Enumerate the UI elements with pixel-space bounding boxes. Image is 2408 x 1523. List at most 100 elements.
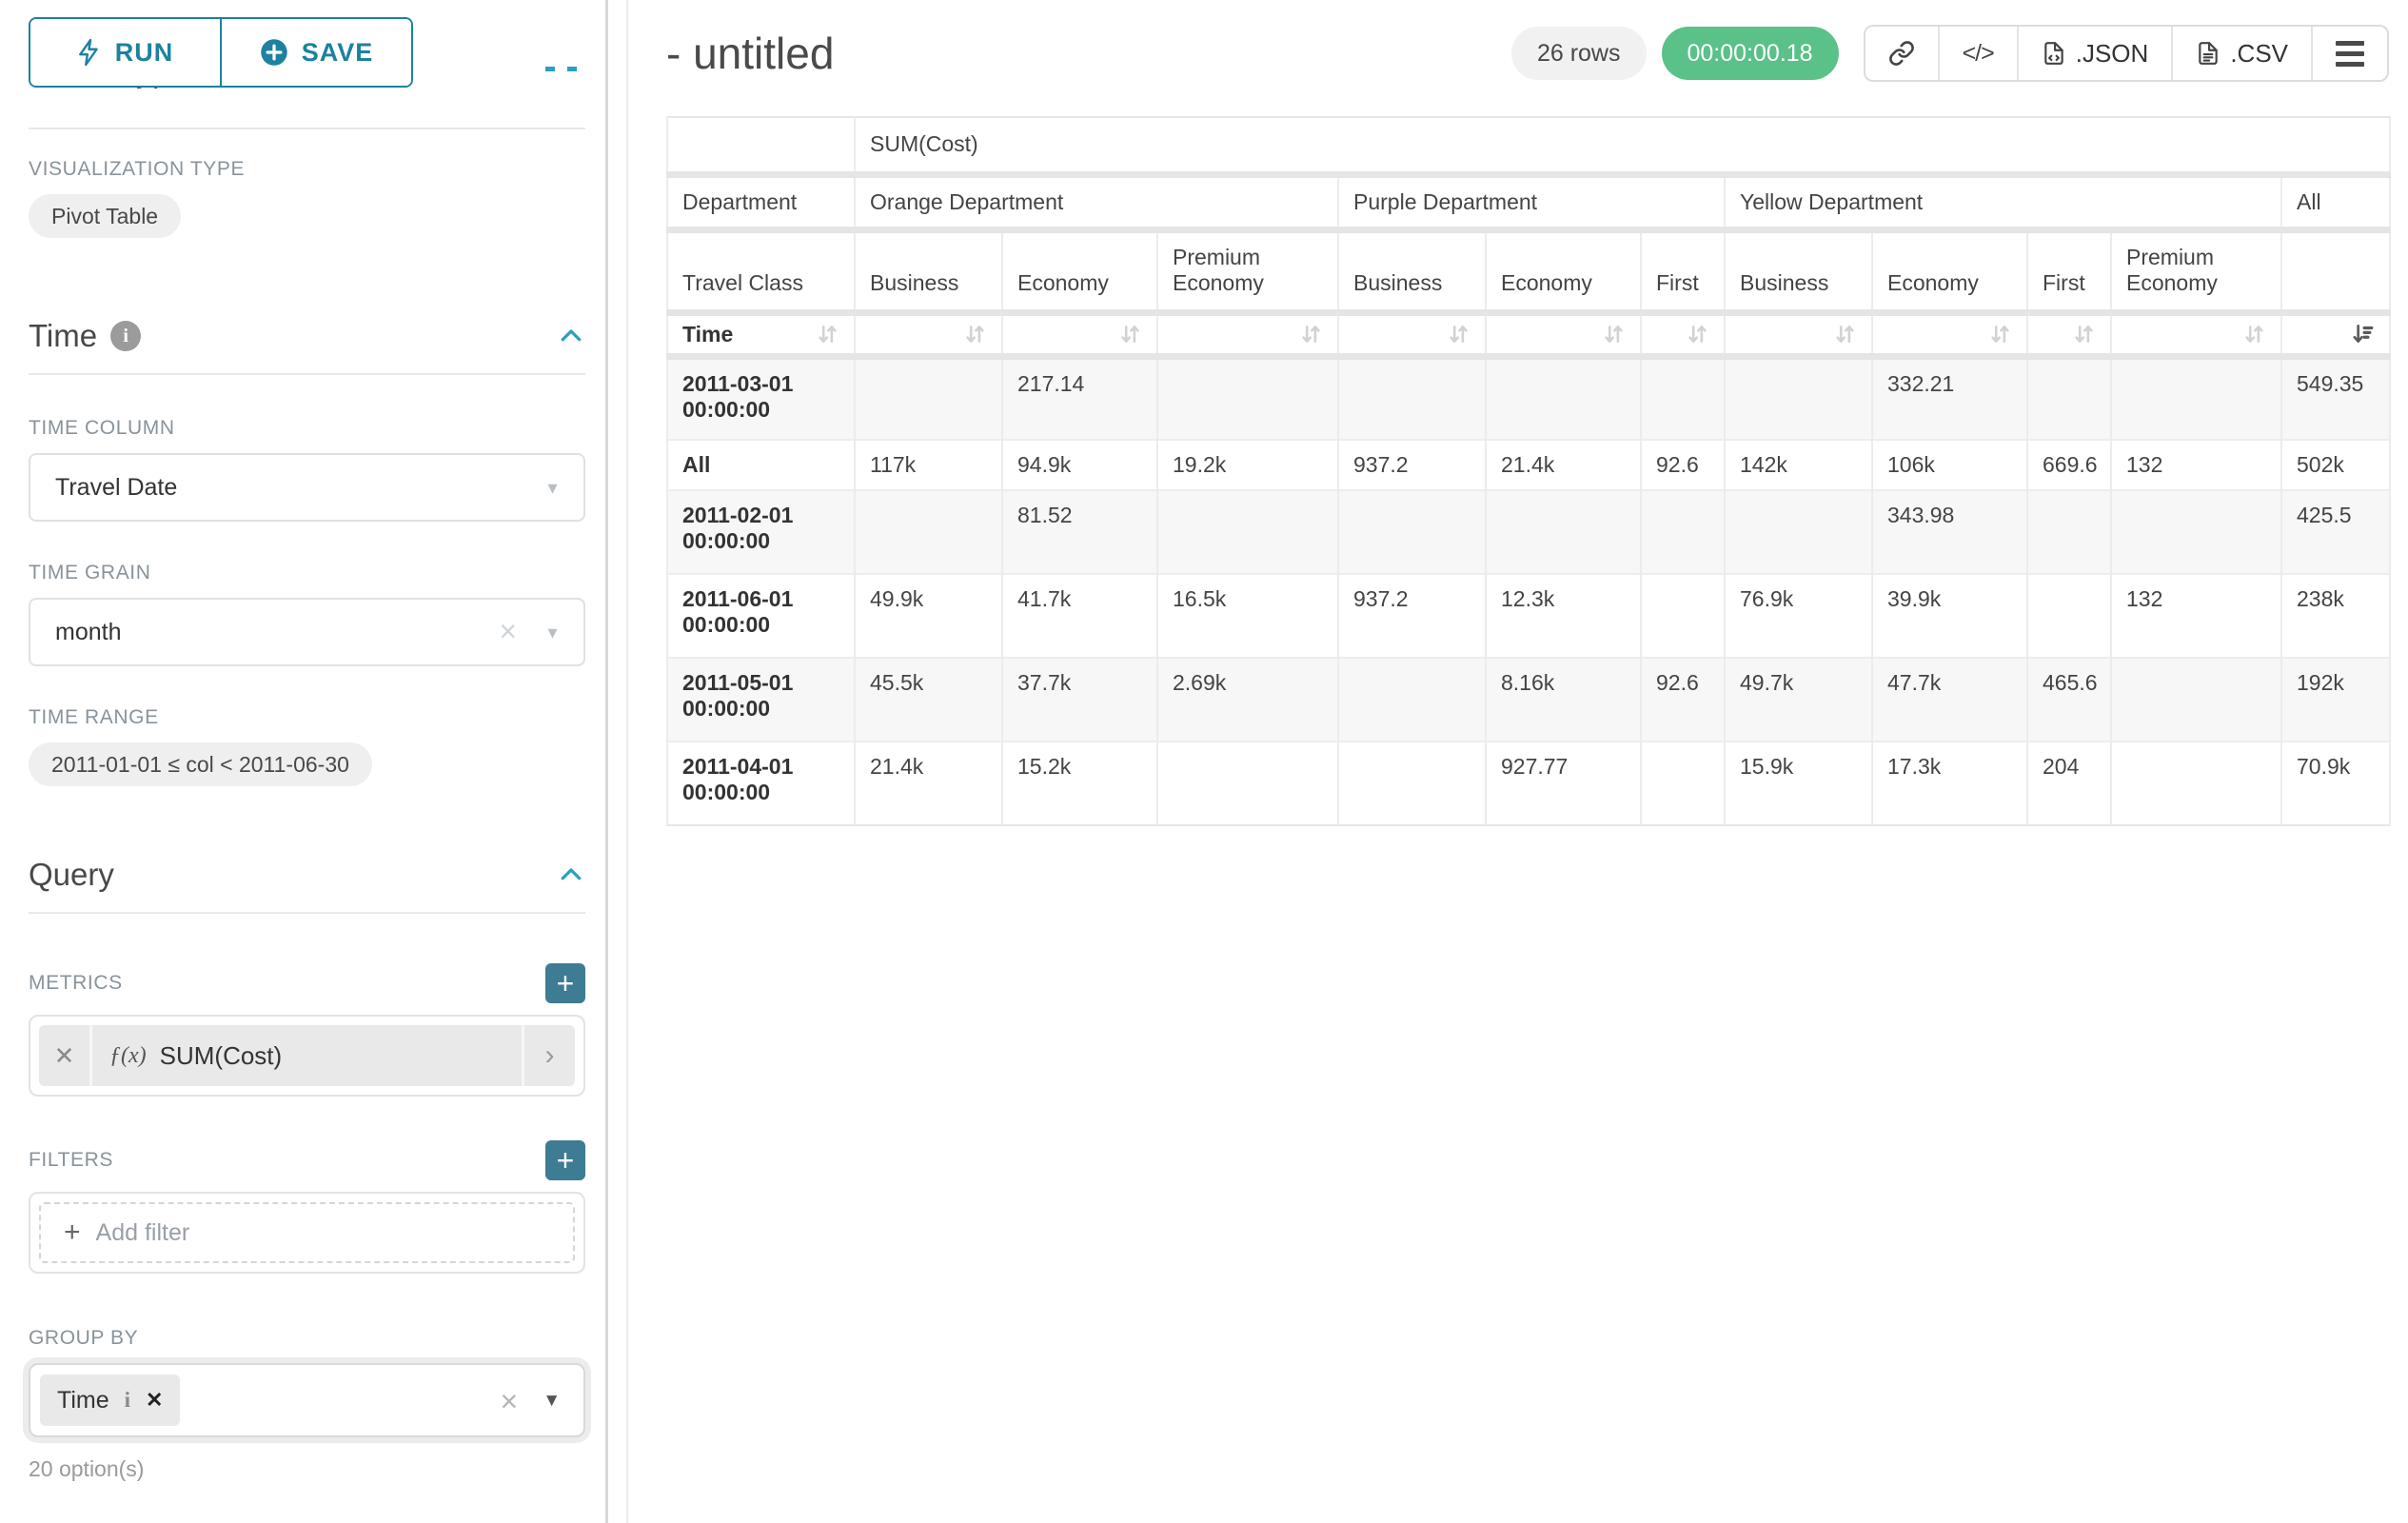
info-icon[interactable]: i bbox=[110, 321, 141, 351]
info-icon[interactable]: i bbox=[125, 1388, 130, 1413]
save-button[interactable]: SAVE bbox=[220, 19, 411, 86]
sort-arrows-icon[interactable] bbox=[1832, 322, 1857, 346]
travel-class-header: First bbox=[2027, 229, 2111, 312]
value-cell bbox=[2027, 490, 2111, 574]
value-cell bbox=[1725, 356, 1872, 440]
sort-header-active[interactable] bbox=[2281, 312, 2390, 356]
time-grain-label: TIME GRAIN bbox=[29, 562, 585, 584]
group-by-options-note: 20 option(s) bbox=[29, 1456, 585, 1482]
add-filter-dropzone[interactable]: + Add filter bbox=[39, 1202, 575, 1263]
value-cell: 41.7k bbox=[1002, 574, 1157, 658]
value-cell: 19.2k bbox=[1157, 440, 1338, 490]
clear-icon[interactable]: × bbox=[501, 1386, 519, 1416]
value-cell bbox=[1157, 356, 1338, 440]
value-cell bbox=[1725, 490, 1872, 574]
table-row: 2011-04-01 00:00:0021.4k15.2k927.7715.9k… bbox=[667, 742, 2390, 825]
department-group-header: Yellow Department bbox=[1725, 174, 2281, 229]
clear-icon[interactable]: × bbox=[499, 614, 517, 649]
row-label: 2011-06-01 00:00:00 bbox=[667, 574, 855, 658]
value-cell: 81.52 bbox=[1002, 490, 1157, 574]
run-save-button-group: RUN SAVE bbox=[29, 17, 413, 88]
value-cell: 8.16k bbox=[1486, 658, 1641, 742]
metrics-label: METRICS bbox=[29, 972, 123, 995]
corner-cell bbox=[667, 117, 855, 174]
travel-class-header bbox=[2281, 229, 2390, 312]
chevron-up-icon[interactable] bbox=[557, 860, 585, 889]
permalink-button[interactable] bbox=[1865, 27, 1938, 80]
value-cell: 16.5k bbox=[1157, 574, 1338, 658]
sort-arrows-icon[interactable] bbox=[815, 322, 839, 346]
time-axis-label: Time bbox=[682, 322, 733, 347]
sort-arrows-icon[interactable] bbox=[1987, 322, 2012, 346]
sort-arrows-icon[interactable] bbox=[1685, 322, 1709, 346]
sort-arrows-icon[interactable] bbox=[1446, 322, 1470, 346]
sort-arrows-icon[interactable] bbox=[1601, 322, 1626, 346]
remove-metric-icon[interactable]: ✕ bbox=[39, 1025, 92, 1086]
run-button[interactable]: RUN bbox=[30, 19, 220, 86]
sort-arrows-icon[interactable] bbox=[1117, 322, 1142, 346]
divider bbox=[29, 912, 585, 914]
sort-arrows-icon[interactable] bbox=[2241, 322, 2266, 346]
group-by-label: GROUP BY bbox=[29, 1327, 585, 1350]
control-panel-sidebar: Chart Type RUN SAVE VISUALIZATION TYPE P… bbox=[0, 0, 628, 1523]
time-grain-select[interactable]: month × ▼ bbox=[29, 598, 585, 666]
row-count-badge: 26 rows bbox=[1511, 27, 1647, 80]
remove-token-icon[interactable]: ✕ bbox=[146, 1388, 163, 1413]
sort-arrows-icon[interactable] bbox=[962, 322, 987, 346]
sort-header[interactable] bbox=[1872, 312, 2027, 356]
sort-desc-icon[interactable] bbox=[2350, 322, 2375, 346]
add-filter-button[interactable]: + bbox=[545, 1140, 585, 1180]
value-cell: 92.6 bbox=[1641, 440, 1725, 490]
chevron-down-icon[interactable]: ▼ bbox=[543, 1391, 561, 1412]
menu-button[interactable] bbox=[2311, 27, 2387, 80]
row-label: 2011-04-01 00:00:00 bbox=[667, 742, 855, 825]
value-cell: 937.2 bbox=[1338, 574, 1486, 658]
json-export-button[interactable]: .JSON bbox=[2017, 27, 2172, 80]
sort-arrows-icon[interactable] bbox=[1298, 322, 1323, 346]
file-icon bbox=[2196, 40, 2220, 67]
time-column-label: TIME COLUMN bbox=[29, 417, 585, 440]
sort-header[interactable] bbox=[855, 312, 1002, 356]
viz-type-pill[interactable]: Pivot Table bbox=[29, 194, 181, 238]
value-cell: 70.9k bbox=[2281, 742, 2390, 825]
csv-export-button[interactable]: .CSV bbox=[2171, 27, 2311, 80]
group-by-select[interactable]: Time i ✕ × ▼ bbox=[29, 1363, 585, 1437]
value-cell: 49.9k bbox=[855, 574, 1002, 658]
sort-header[interactable] bbox=[1641, 312, 1725, 356]
table-row: 2011-06-01 00:00:0049.9k41.7k16.5k937.21… bbox=[667, 574, 2390, 658]
sort-header[interactable] bbox=[1486, 312, 1641, 356]
chevron-right-icon[interactable]: › bbox=[522, 1025, 575, 1086]
value-cell bbox=[1338, 742, 1486, 825]
sidebar-scrollbar[interactable] bbox=[605, 0, 608, 1523]
chart-title[interactable]: - untitled bbox=[666, 28, 834, 79]
viz-type-label: VISUALIZATION TYPE bbox=[29, 158, 585, 181]
lightning-icon bbox=[77, 38, 102, 67]
value-cell: 669.6 bbox=[2027, 440, 2111, 490]
time-column-select[interactable]: Travel Date ▼ bbox=[29, 453, 585, 522]
metrics-container: ✕ ƒ(x) SUM(Cost) › bbox=[29, 1015, 585, 1097]
travel-class-axis-label: Travel Class bbox=[667, 229, 855, 312]
row-label: 2011-02-01 00:00:00 bbox=[667, 490, 855, 574]
sort-arrows-icon[interactable] bbox=[2071, 322, 2096, 346]
time-section-title: Time bbox=[29, 318, 97, 354]
value-cell bbox=[1157, 742, 1338, 825]
chart-area: - untitled 26 rows 00:00:00.18 </> .JSON bbox=[628, 0, 2408, 1523]
metric-token[interactable]: ✕ ƒ(x) SUM(Cost) › bbox=[39, 1025, 575, 1086]
time-range-pill[interactable]: 2011-01-01 ≤ col < 2011-06-30 bbox=[29, 742, 372, 786]
link-icon bbox=[1888, 40, 1915, 67]
value-cell: 549.35 bbox=[2281, 356, 2390, 440]
sort-header[interactable] bbox=[2111, 312, 2281, 356]
sort-header[interactable] bbox=[2027, 312, 2111, 356]
time-sort-header[interactable]: Time bbox=[667, 312, 855, 356]
sort-header[interactable] bbox=[1157, 312, 1338, 356]
travel-class-header: Economy bbox=[1486, 229, 1641, 312]
sort-header[interactable] bbox=[1002, 312, 1157, 356]
sort-header[interactable] bbox=[1725, 312, 1872, 356]
group-by-token[interactable]: Time i ✕ bbox=[40, 1375, 180, 1426]
value-cell: 39.9k bbox=[1872, 574, 2027, 658]
chevron-up-icon[interactable] bbox=[557, 322, 585, 350]
time-section-header: Time i bbox=[29, 318, 585, 354]
embed-code-button[interactable]: </> bbox=[1938, 27, 2017, 80]
add-metric-button[interactable]: + bbox=[545, 963, 585, 1003]
sort-header[interactable] bbox=[1338, 312, 1486, 356]
